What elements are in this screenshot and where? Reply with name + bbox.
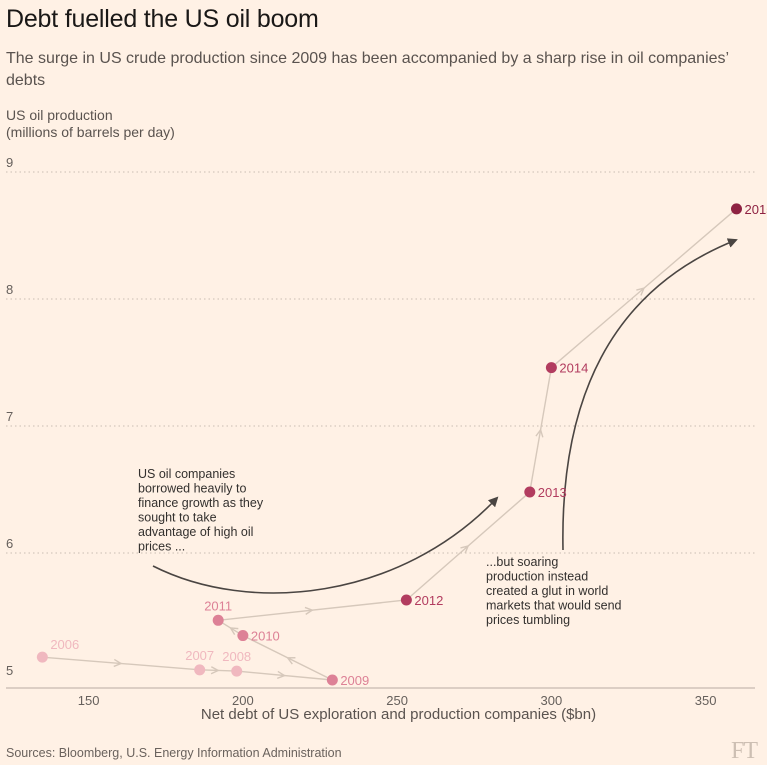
annotation-2-line-3: created a glut in world (486, 584, 608, 598)
x-tick-label-200: 200 (232, 693, 254, 708)
point-label-2006: 2006 (50, 637, 79, 652)
point-label-2015: 2015 (744, 202, 767, 217)
point-2010 (237, 630, 249, 642)
annotation-1-line-3: finance growth as they (138, 496, 264, 510)
connector-arrow-2010 (229, 627, 239, 635)
point-2007 (194, 664, 206, 676)
annotation-1-line-1: US oil companies (138, 467, 235, 481)
point-label-2012: 2012 (414, 593, 443, 608)
point-label-2007: 2007 (185, 648, 214, 663)
annotation-2-line-5: prices tumbling (486, 613, 570, 627)
annotation-1-line-2: borrowed heavily to (138, 482, 246, 496)
x-tick-label-250: 250 (386, 693, 408, 708)
point-2006 (36, 651, 48, 663)
connector-arrow-2013 (535, 428, 544, 438)
connector-arrow-2007 (210, 666, 220, 675)
y-tick-label-6: 6 (6, 536, 13, 551)
annotation-2-line-1: ...but soaring (486, 555, 558, 569)
point-label-2014: 2014 (559, 361, 588, 376)
annotation-arrow-glut (562, 238, 738, 551)
x-tick-label-350: 350 (695, 693, 717, 708)
ft-logo: FT (730, 738, 758, 764)
point-label-2010: 2010 (251, 629, 280, 644)
y-tick-label-8: 8 (6, 282, 13, 297)
point-2013 (524, 486, 536, 498)
point-2009 (326, 674, 338, 686)
y-tick-label-7: 7 (6, 409, 13, 424)
x-axis-label: Net debt of US exploration and productio… (200, 706, 597, 723)
point-2008 (231, 665, 243, 677)
x-tick-label-300: 300 (541, 693, 563, 708)
annotation-1-line-6: prices ... (138, 540, 185, 554)
point-2011 (212, 614, 224, 626)
annotation-arrow-borrowing (152, 496, 499, 594)
y-axis-label-line-1: US oil production (6, 107, 113, 123)
y-axis-label: US oil production (millions of barrels p… (6, 107, 175, 141)
connector-arrow-2011 (304, 606, 314, 615)
connector-arrow-2006 (113, 658, 123, 668)
point-label-2011: 2011 (204, 598, 232, 613)
point-2012 (400, 594, 412, 606)
x-tick-label-150: 150 (78, 693, 100, 708)
point-label-2013: 2013 (538, 485, 567, 500)
y-axis-label-line-2: (millions of barrels per day) (6, 124, 175, 140)
y-tick-label-5: 5 (6, 663, 13, 678)
connector-arrow-2014 (636, 287, 646, 296)
annotation-2-line-4: markets that would send (486, 599, 622, 613)
annotation-1-line-5: advantage of high oil (138, 525, 253, 539)
chart-subtitle: The surge in US crude production since 2… (6, 50, 729, 89)
annotation-1-line-4: sought to take (138, 511, 217, 525)
connector-arrow-2009 (286, 657, 296, 665)
point-label-2009: 2009 (340, 673, 369, 688)
y-tick-label-9: 9 (6, 155, 13, 170)
annotation-2-line-2: production instead (486, 570, 588, 584)
point-2015 (730, 203, 742, 215)
connector-arrow-2012 (460, 544, 470, 554)
point-2014 (545, 362, 557, 374)
source-note: Sources: Bloomberg, U.S. Energy Informat… (6, 746, 342, 760)
chart-title: Debt fuelled the US oil boom (6, 5, 319, 33)
point-label-2008: 2008 (222, 649, 251, 664)
connector-arrow-2008 (276, 670, 287, 680)
